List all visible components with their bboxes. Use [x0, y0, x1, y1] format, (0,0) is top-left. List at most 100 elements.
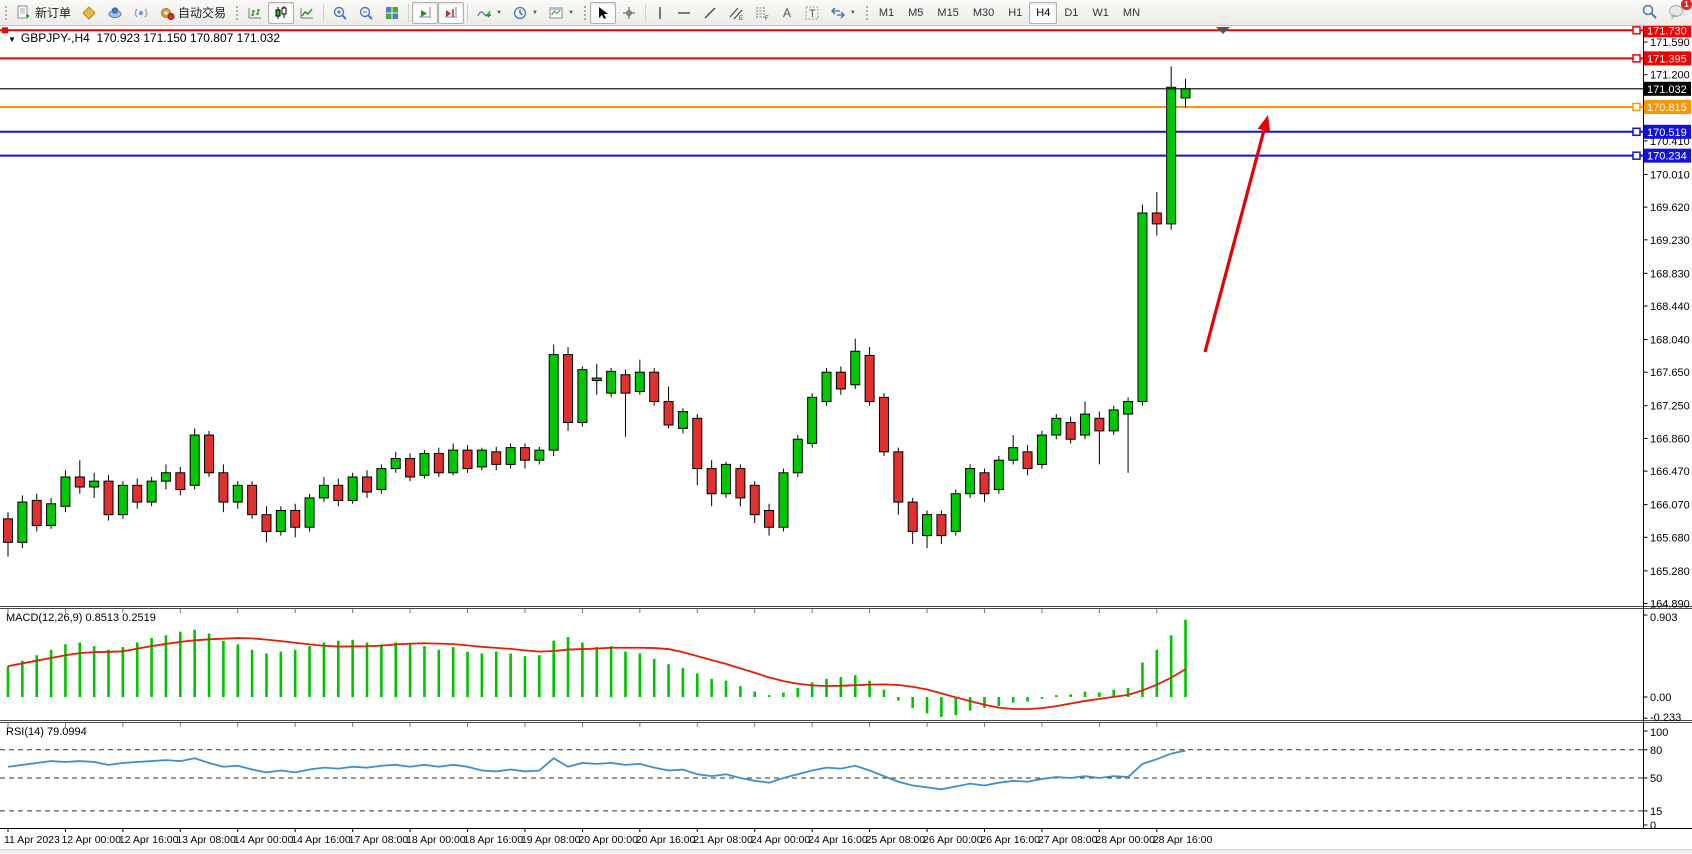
- toolbar-grip[interactable]: [581, 3, 587, 22]
- toolbar-grip[interactable]: [863, 3, 869, 22]
- timeframe-m30[interactable]: M30: [972, 6, 995, 19]
- tile-windows-button[interactable]: [379, 2, 405, 24]
- time-tick-label: 28 Apr 00:00: [1095, 834, 1155, 846]
- timeframe-m15[interactable]: M15: [937, 6, 959, 19]
- chevron-down-icon: ▼: [531, 9, 538, 16]
- periods-button[interactable]: ▼: [507, 2, 543, 24]
- arrows-icon: [830, 5, 846, 21]
- clock-icon: [512, 5, 528, 21]
- timeframe-d1[interactable]: D1: [1064, 6, 1079, 19]
- templates-button[interactable]: ▼: [543, 2, 579, 24]
- horizontal-line-tool-button[interactable]: [671, 2, 697, 24]
- line-handle[interactable]: [2, 27, 8, 34]
- virtual-hosting-icon: [107, 5, 123, 21]
- text-icon: A: [780, 5, 794, 21]
- macd-indicator-label: MACD(12,26,9) 0.8513 0.2519: [6, 612, 156, 624]
- auto-scroll-button[interactable]: [412, 1, 439, 24]
- cursor-tool-button[interactable]: [589, 1, 616, 24]
- vertical-line-icon: [654, 5, 666, 21]
- timeframe-m1[interactable]: M1: [878, 6, 895, 19]
- arrows-tool-button[interactable]: ▼: [825, 2, 861, 24]
- timeframe-group: M1 M5 M15 M30 H1 H4 D1 W1 MN: [872, 1, 1147, 24]
- zoom-out-button[interactable]: [353, 2, 379, 24]
- svg-text:A: A: [783, 6, 791, 20]
- price-chip: [1644, 148, 1691, 163]
- one-click-trading-toggle-icon[interactable]: ▼: [8, 35, 16, 44]
- time-tick-label: 21 Apr 08:00: [693, 834, 753, 846]
- line-handle[interactable]: [1632, 151, 1641, 160]
- time-tick-label: 24 Apr 00:00: [751, 834, 811, 846]
- price-chip: [1644, 51, 1691, 66]
- new-order-button[interactable]: 新订单: [11, 2, 76, 24]
- text-label-icon: T: [804, 5, 820, 21]
- algo-trading-icon: [159, 5, 175, 21]
- time-tick-label: 14 Apr 00:00: [234, 834, 294, 846]
- chevron-down-icon: ▼: [496, 9, 502, 16]
- macd-tick-label: 0.903: [1650, 612, 1678, 624]
- rsi-line: [7, 749, 1186, 791]
- chart-shift-button[interactable]: [438, 1, 465, 24]
- chart-title[interactable]: ▼ GBPJPY-,H4 170.923 171.150 170.807 171.…: [8, 31, 280, 45]
- price-tick-label: 169.230: [1650, 235, 1690, 247]
- symbol-period-label: GBPJPY-,H4: [20, 31, 90, 45]
- notifications-button[interactable]: 1: [1668, 0, 1692, 22]
- timeframe-mn[interactable]: MN: [1122, 6, 1141, 19]
- fibonacci-tool-button[interactable]: F: [749, 2, 775, 24]
- vertical-line-tool-button[interactable]: [649, 2, 671, 24]
- price-chip-text: 171.395: [1647, 53, 1687, 65]
- time-tick-label: 18 Apr 16:00: [464, 834, 524, 846]
- broadcast-button[interactable]: [128, 2, 154, 24]
- indicators-button[interactable]: ▼: [471, 2, 507, 24]
- line-handle[interactable]: [1632, 102, 1641, 112]
- time-tick-label: 20 Apr 00:00: [578, 834, 638, 846]
- price-tick-label: 167.650: [1650, 367, 1690, 379]
- metaeditor-icon: [81, 5, 97, 21]
- search-icon[interactable]: [1641, 3, 1658, 23]
- price-chip-text: 170.519: [1647, 127, 1687, 139]
- time-tick-label: 12 Apr 16:00: [119, 834, 179, 846]
- chart-background: [0, 25, 1692, 854]
- bar-chart-type-button[interactable]: [242, 2, 268, 24]
- virtual-hosting-button[interactable]: [102, 2, 128, 24]
- timeframe-h4[interactable]: H4: [1029, 1, 1058, 24]
- trend-arrow[interactable]: [1203, 130, 1266, 353]
- time-tick-label: 25 Apr 08:00: [866, 834, 926, 846]
- crosshair-tool-button[interactable]: [616, 2, 642, 24]
- line-chart-type-button[interactable]: [294, 2, 320, 24]
- chart-shift-icon: [443, 5, 459, 21]
- timeframe-h1[interactable]: H1: [1008, 6, 1023, 19]
- current-price-chip-text: 171.032: [1647, 84, 1687, 96]
- timeframe-w1[interactable]: W1: [1092, 6, 1109, 19]
- indicators-icon: [476, 5, 492, 21]
- zoom-out-icon: [358, 5, 374, 21]
- trendline-tool-button[interactable]: [697, 2, 723, 24]
- price-tick-label: 171.590: [1650, 37, 1690, 49]
- price-tick-label: 164.890: [1650, 599, 1690, 611]
- text-tool-button[interactable]: A: [775, 2, 799, 24]
- price-tick-label: 169.620: [1650, 202, 1690, 214]
- trendline-icon: [702, 5, 718, 21]
- rsi-tick-label: 15: [1650, 806, 1662, 818]
- zoom-in-button[interactable]: [327, 2, 353, 24]
- algo-trading-button[interactable]: 自动交易: [154, 2, 231, 24]
- text-label-tool-button[interactable]: T: [799, 2, 825, 24]
- line-handle[interactable]: [1632, 127, 1641, 137]
- price-tick-label: 171.200: [1650, 70, 1690, 82]
- line-handle[interactable]: [1632, 54, 1641, 63]
- line-handle[interactable]: [1632, 26, 1641, 35]
- metaeditor-button[interactable]: [76, 2, 102, 24]
- bottom-strip: [0, 849, 1692, 854]
- candlestick-icon: [273, 5, 289, 21]
- equidistant-channel-tool-button[interactable]: E: [723, 2, 749, 24]
- fibonacci-icon: F: [754, 5, 770, 21]
- main-toolbar: 新订单 自动交易: [0, 0, 1692, 26]
- trend-arrow-head-icon[interactable]: [1257, 115, 1271, 133]
- chart-shift-marker-icon[interactable]: [1216, 27, 1230, 34]
- timeframe-m5[interactable]: M5: [908, 6, 924, 19]
- toolbar-grip[interactable]: [234, 3, 240, 22]
- candlestick-chart-type-button[interactable]: [268, 1, 295, 24]
- svg-text:F: F: [765, 16, 769, 21]
- toolbar-grip[interactable]: [3, 3, 8, 22]
- price-tick-label: 166.470: [1650, 466, 1690, 478]
